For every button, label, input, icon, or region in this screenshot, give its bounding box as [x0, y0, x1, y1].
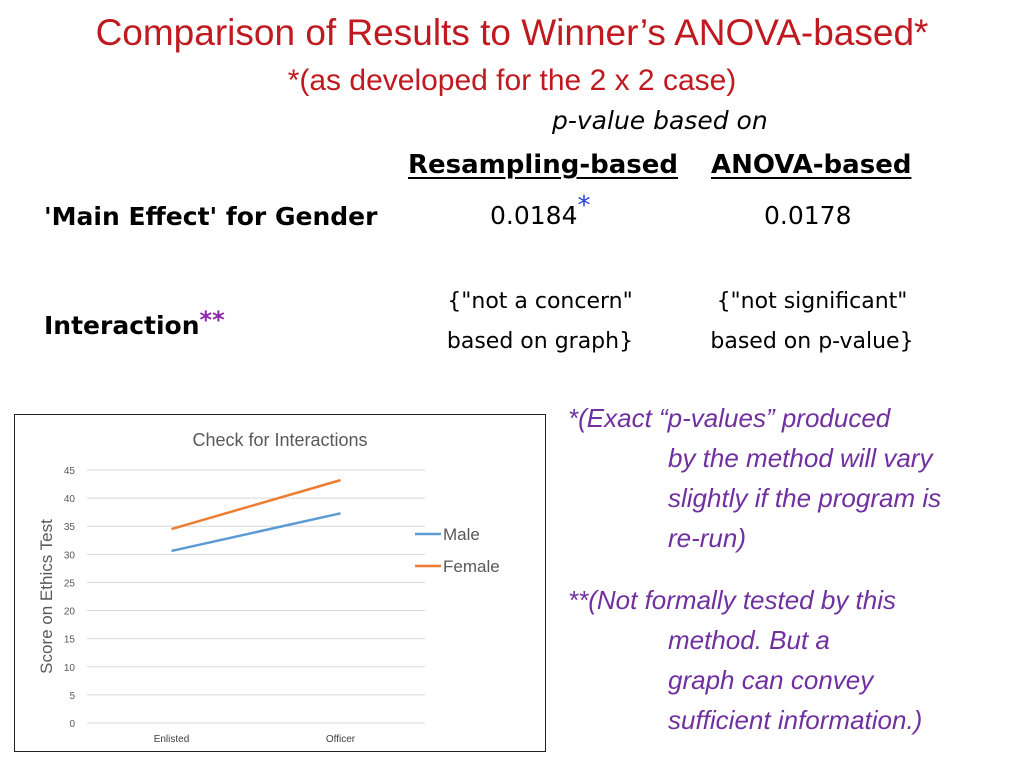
value-main-effect-resampling: 0.0184* [490, 191, 590, 231]
y-tick-label: 20 [64, 607, 76, 618]
cell-line: {"not significant" [716, 289, 908, 314]
cell-line: based on graph} [446, 329, 634, 354]
y-tick-label: 30 [64, 550, 76, 561]
cell-line: {"not a concern" [447, 289, 633, 314]
value-text: 0.0184 [490, 201, 578, 230]
value-main-effect-anova: 0.0178 [764, 201, 852, 230]
series-line-female [171, 478, 341, 531]
asterisk-mark: * [577, 191, 591, 221]
note-line: slightly if the program is [668, 483, 942, 513]
note-line: by the method will vary [668, 443, 933, 473]
legend-entry: Female [443, 557, 500, 576]
legend-entry: Male [443, 525, 480, 544]
series-line-male [171, 512, 341, 553]
note-line: *(Exact “p-values” produced [568, 403, 891, 433]
y-axis-label: Score on Ethics Test [37, 519, 56, 674]
note-exact-p-values: *(Exact “p-values” produced by the metho… [568, 398, 1024, 558]
chart-title: Check for Interactions [192, 430, 367, 450]
y-tick-label: 15 [64, 635, 76, 646]
chart-canvas: Check for Interactions 0 5 10 15 20 25 30 35 40 45… [37, 430, 500, 745]
y-tick-label: 10 [64, 663, 76, 674]
note-line: sufficient information.) [668, 705, 923, 735]
cell-interaction-anova: {"not significant" based on p-value} [692, 282, 932, 362]
x-tick-label: Enlisted [154, 734, 190, 745]
column-header-resampling: Resampling-based [408, 150, 678, 180]
y-tick-label: 45 [64, 466, 76, 477]
row-label-text: Interaction [44, 311, 200, 340]
row-label-interaction: Interaction** [44, 306, 225, 340]
slide-subtitle: *(as developed for the 2 x 2 case) [287, 64, 737, 97]
y-tick-label: 0 [69, 719, 75, 730]
row-label-main-effect: 'Main Effect' for Gender [44, 202, 378, 231]
note-line: method. But a [668, 625, 830, 655]
cell-line: based on p-value} [710, 329, 914, 354]
note-not-formally-tested: **(Not formally tested by this method. B… [568, 580, 1024, 740]
cell-interaction-resampling: {"not a concern" based on graph} [420, 282, 660, 362]
table-header-note: p-value based on [552, 106, 768, 135]
double-asterisk-mark: ** [199, 306, 225, 334]
note-line: graph can convey [668, 665, 874, 695]
x-tick-label: Officer [326, 734, 356, 745]
y-tick-label: 25 [64, 578, 76, 589]
interaction-chart: Check for Interactions 0 5 10 15 20 25 30 35 40 45… [14, 414, 546, 752]
slide-title: Comparison of Results to Winner’s ANOVA-… [95, 12, 929, 53]
note-line: **(Not formally tested by this [568, 585, 897, 615]
column-header-anova: ANOVA-based [711, 150, 912, 180]
note-line: re-run) [668, 523, 747, 553]
y-tick-label: 5 [69, 691, 75, 702]
y-tick-label: 35 [64, 522, 76, 533]
y-tick-label: 40 [64, 494, 76, 505]
